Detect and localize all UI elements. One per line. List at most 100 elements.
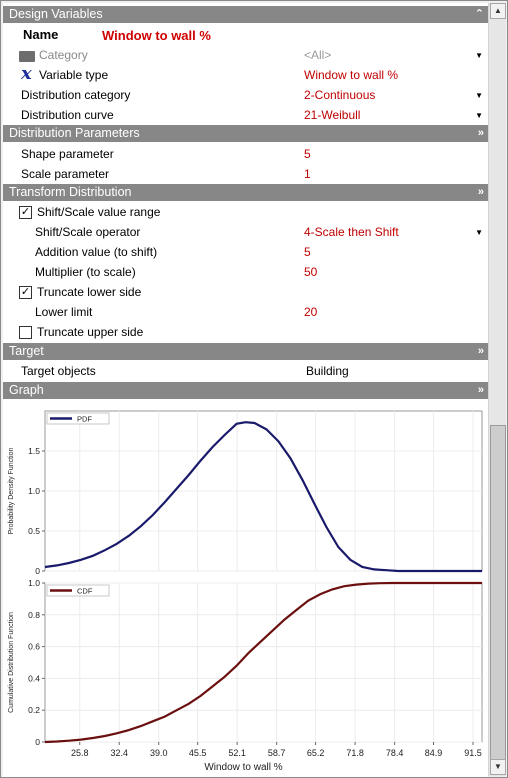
target-objects-label: Target objects [21, 364, 96, 378]
double-chevron-icon[interactable]: » [477, 345, 484, 357]
section-design-variables[interactable]: Design Variables ⌃ [3, 6, 488, 23]
shift-scale-operator-row: Shift/Scale operator 4-Scale then Shift … [3, 223, 488, 242]
section-distribution-parameters[interactable]: Distribution Parameters » [3, 125, 488, 142]
shape-parameter-label: Shape parameter [21, 147, 114, 161]
truncate-lower-checkbox[interactable]: ✓ [19, 286, 32, 299]
section-target[interactable]: Target » [3, 343, 488, 360]
double-chevron-icon[interactable]: ⌃ [474, 8, 484, 20]
variable-type-row: x Variable type Window to wall % [3, 63, 488, 85]
dropdown-arrow-icon: ▼ [475, 51, 483, 60]
shift-scale-operator-dropdown[interactable]: 4-Scale then Shift ▼ [301, 224, 486, 241]
y-tick-label: 0.5 [28, 526, 40, 536]
distribution-curve-row: Distribution curve 21-Weibull ▼ [3, 106, 488, 125]
section-title: Distribution Parameters [9, 126, 140, 140]
graph-area: 0 0.5 1.0 1.5 Probability Density Function PD… [3, 403, 488, 777]
truncate-upper-checkbox[interactable] [19, 326, 32, 339]
x-tick-label: 71.8 [346, 748, 364, 758]
shape-parameter-input[interactable]: 5 [301, 146, 486, 163]
multiplier-label: Multiplier (to scale) [35, 265, 136, 279]
name-input[interactable]: Window to wall % [99, 27, 486, 44]
property-grid: Design Variables ⌃ Name Window to wall %… [3, 3, 488, 777]
section-graph[interactable]: Graph » [3, 382, 488, 399]
x-tick-label: 32.4 [110, 748, 128, 758]
x-tick-label: 52.1 [228, 748, 246, 758]
x-axis-label: Window to wall % [204, 762, 282, 773]
addition-value-label: Addition value (to shift) [35, 245, 158, 259]
distribution-charts: 0 0.5 1.0 1.5 Probability Density Function PD… [8, 410, 483, 773]
truncate-upper-row: Truncate upper side [3, 323, 488, 342]
variable-type-label: Variable type [39, 68, 109, 82]
section-title: Graph [9, 383, 44, 397]
scrollbar-thumb[interactable] [490, 425, 506, 761]
y-axis-label: Cumulative Distribution Function [8, 612, 15, 713]
x-tick-label: 39.0 [150, 748, 168, 758]
section-transform-distribution[interactable]: Transform Distribution » [3, 184, 488, 201]
y-tick-label: 1.0 [28, 486, 40, 496]
truncate-lower-row: ✓ Truncate lower side [3, 283, 488, 302]
y-tick-label: 0 [35, 566, 40, 576]
lower-limit-input[interactable]: 20 [301, 304, 486, 321]
shape-parameter-row: Shape parameter 5 [3, 145, 488, 164]
x-tick-label: 84.9 [425, 748, 443, 758]
double-chevron-icon[interactable]: » [477, 384, 484, 396]
category-dropdown[interactable]: <All> ▼ [301, 47, 486, 64]
legend-box [46, 412, 110, 425]
double-chevron-icon[interactable]: » [477, 186, 484, 198]
lower-limit-label: Lower limit [35, 305, 93, 319]
y-tick-label: 1.5 [28, 446, 40, 456]
y-tick-label: 0.2 [28, 705, 40, 715]
y-tick-label: 1.0 [28, 578, 40, 588]
dropdown-arrow-icon: ▼ [475, 91, 483, 100]
truncate-lower-label: Truncate lower side [37, 285, 142, 299]
distribution-category-dropdown[interactable]: 2-Continuous ▼ [301, 87, 486, 104]
target-objects-row: Target objects Building [3, 362, 488, 381]
name-label: Name [23, 27, 59, 42]
scroll-up-icon[interactable]: ▲ [490, 3, 506, 19]
y-tick-label: 0.4 [28, 673, 40, 683]
distribution-curve-dropdown[interactable]: 21-Weibull ▼ [301, 107, 486, 124]
dropdown-arrow-icon: ▼ [475, 111, 483, 120]
section-title: Transform Distribution [9, 185, 132, 199]
legend-label: CDF [77, 587, 93, 596]
shift-scale-operator-value: 4-Scale then Shift [304, 225, 399, 239]
x-tick-label: 45.5 [189, 748, 207, 758]
shift-scale-range-label: Shift/Scale value range [37, 205, 161, 219]
y-tick-label: 0.8 [28, 610, 40, 620]
legend-label: PDF [77, 415, 92, 424]
distribution-category-row: Distribution category 2-Continuous ▼ [3, 86, 488, 105]
vertical-scrollbar[interactable]: ▲ ▼ [488, 3, 506, 776]
section-title: Design Variables [9, 7, 103, 21]
addition-value-row: Addition value (to shift) 5 [3, 243, 488, 262]
scale-parameter-label: Scale parameter [21, 167, 110, 181]
category-label: Category [39, 48, 88, 62]
category-value: <All> [304, 48, 332, 62]
shift-scale-range-checkbox[interactable]: ✓ [19, 206, 32, 219]
y-tick-label: 0 [35, 737, 40, 747]
distribution-category-value: 2-Continuous [304, 88, 376, 102]
dropdown-arrow-icon: ▼ [475, 228, 483, 237]
multiplier-input[interactable]: 50 [301, 264, 486, 281]
series-line-cdf [44, 581, 482, 744]
legend-box [46, 584, 110, 597]
scale-parameter-input[interactable]: 1 [301, 166, 486, 183]
distribution-category-label: Distribution category [21, 88, 131, 102]
addition-value-input[interactable]: 5 [301, 244, 486, 261]
category-row: Category <All> ▼ [3, 46, 488, 65]
lower-limit-row: Lower limit 20 [3, 303, 488, 322]
double-chevron-icon[interactable]: » [477, 127, 484, 139]
x-tick-label: 25.8 [71, 748, 89, 758]
x-tick-label: 91.5 [464, 748, 482, 758]
series-line-pdf [44, 421, 482, 573]
scroll-down-icon[interactable]: ▼ [490, 759, 506, 775]
shift-scale-range-row: ✓ Shift/Scale value range [3, 203, 488, 222]
distribution-curve-value: 21-Weibull [304, 108, 361, 122]
distribution-curve-label: Distribution curve [21, 108, 114, 122]
x-variable-icon: x [21, 63, 32, 84]
variable-type-value: Window to wall % [301, 67, 486, 84]
folder-icon [19, 51, 35, 62]
target-objects-value[interactable]: Building [303, 363, 488, 380]
x-tick-label: 58.7 [268, 748, 286, 758]
scale-parameter-row: Scale parameter 1 [3, 165, 488, 184]
shift-scale-operator-label: Shift/Scale operator [35, 225, 141, 239]
